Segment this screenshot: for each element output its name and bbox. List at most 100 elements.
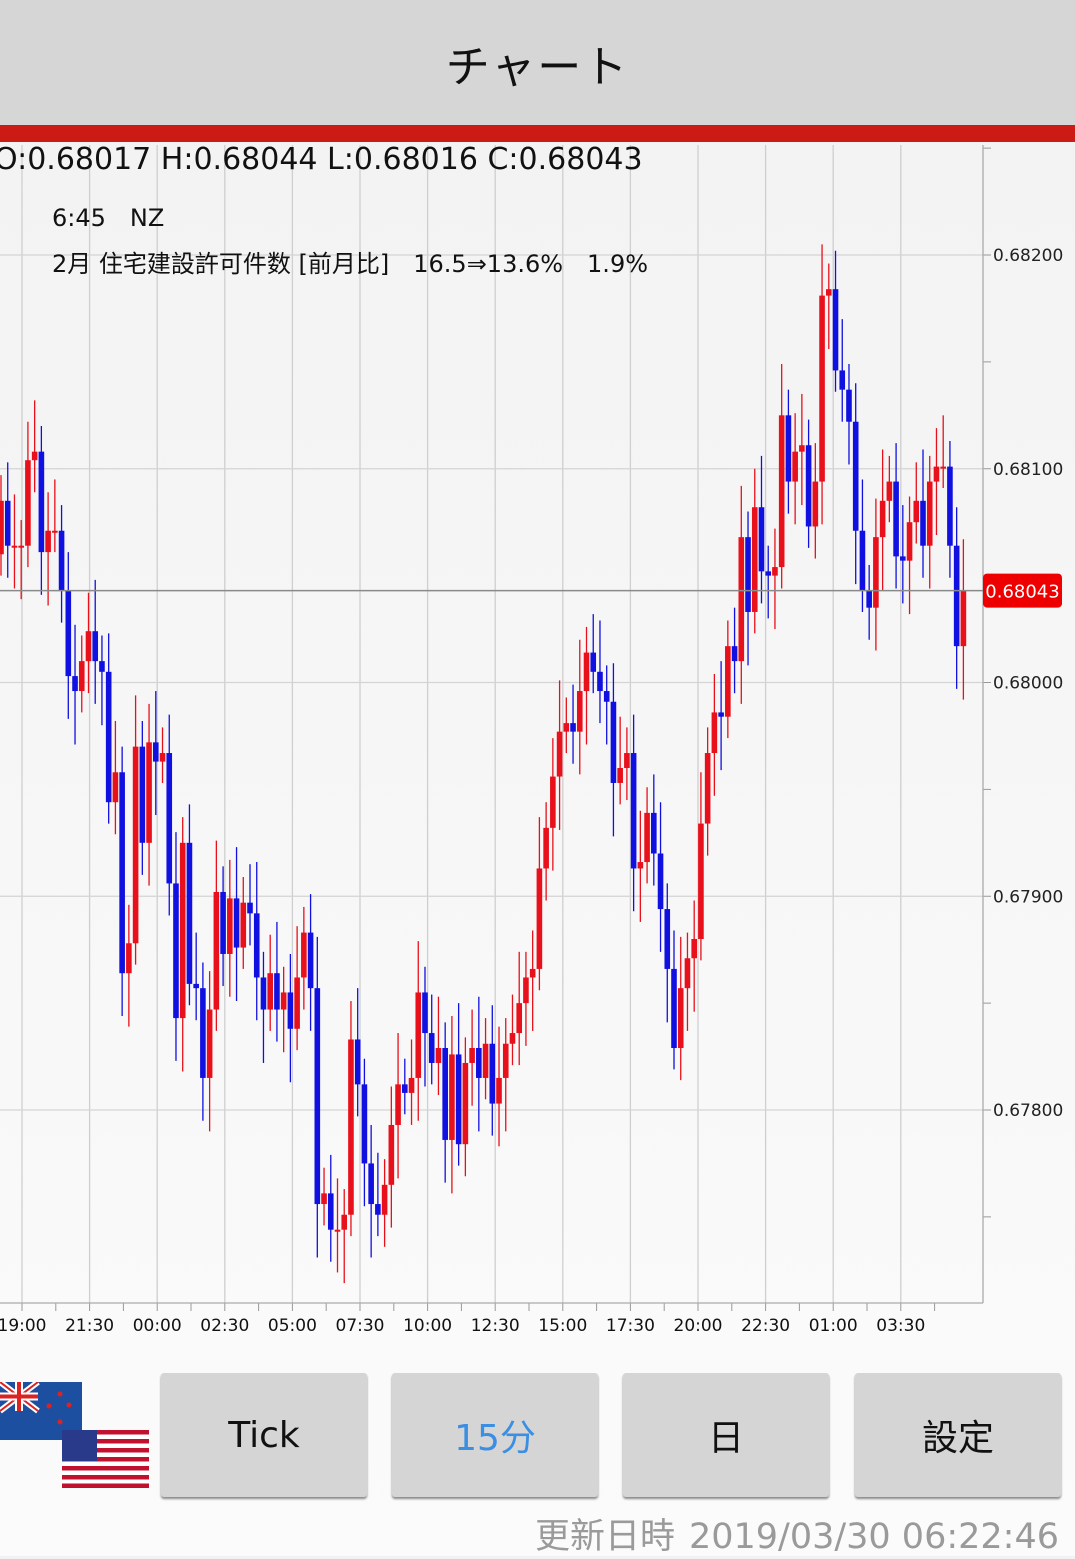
candle-body [4, 500, 11, 546]
candle-body [610, 701, 617, 783]
tick-button[interactable]: Tick [161, 1373, 367, 1497]
candle-body [314, 988, 321, 1205]
candle-body [603, 691, 610, 702]
currency-pair-flags[interactable] [0, 1382, 150, 1488]
candle-body [449, 1054, 455, 1140]
settings-button[interactable]: 設定 [855, 1373, 1061, 1497]
candle [785, 389, 792, 514]
candle [570, 684, 576, 764]
candle-body [200, 988, 206, 1078]
ohlc-readout: O:0.68017 H:0.68044 L:0.68016 C:0.68043 [0, 142, 643, 177]
candle-body [388, 1124, 395, 1185]
candle [947, 440, 953, 578]
candle [381, 1159, 388, 1247]
candle-body [751, 507, 758, 612]
candle-body [624, 753, 630, 768]
y-tick-label: 0.68100 [993, 460, 1063, 480]
candle-body [334, 1229, 341, 1232]
candle [375, 1152, 381, 1237]
candle-body [940, 466, 946, 469]
daily-button-label: 日 [707, 1418, 744, 1459]
candle [227, 859, 233, 997]
candle [361, 1058, 368, 1207]
candle-body [644, 812, 650, 863]
candle-body [664, 909, 671, 969]
candle-body [435, 1048, 442, 1063]
candle-body [913, 500, 920, 523]
candle [550, 738, 556, 871]
candle [267, 934, 273, 1031]
y-tick-label: 0.68200 [993, 246, 1063, 266]
candle [799, 393, 805, 506]
candle [879, 449, 886, 591]
candle [886, 455, 893, 523]
settings-button-label: 設定 [921, 1418, 994, 1459]
candle [307, 894, 314, 1031]
candle-body [597, 671, 603, 692]
candle [913, 462, 920, 544]
candle-body [778, 415, 785, 568]
candle-body [173, 883, 179, 1019]
candle [455, 1003, 462, 1166]
candlestick-chart[interactable]: 19:00 21:30 00:00 02:30 05:00 07:30 10:00 12:30… [0, 142, 1075, 1352]
candle [327, 1154, 334, 1262]
candle-body [570, 723, 576, 732]
candle [805, 419, 812, 548]
candle [65, 552, 72, 719]
candle-body [886, 481, 893, 501]
candle-body [247, 902, 253, 914]
15min-button[interactable]: 15分 [392, 1373, 598, 1497]
candle [496, 1026, 502, 1147]
candle [395, 1033, 401, 1179]
candle [765, 545, 772, 619]
candle-body [630, 753, 637, 869]
candle [206, 971, 213, 1132]
tick-button-label: Tick [228, 1414, 300, 1456]
candle-body [415, 992, 422, 1078]
candle-body [677, 988, 684, 1049]
candle [812, 443, 819, 559]
candle [11, 494, 18, 589]
candle-body [126, 943, 132, 974]
candle [126, 904, 132, 1027]
candle [18, 520, 24, 600]
candle-body [691, 939, 697, 959]
candle-body [327, 1193, 334, 1230]
candle [576, 639, 583, 775]
candle-body [442, 1048, 448, 1140]
candle [523, 951, 529, 1046]
candle [422, 966, 428, 1087]
candle [583, 626, 590, 745]
candle [637, 810, 644, 922]
updated-label: 更新日時 [534, 1517, 675, 1557]
x-tick-label: 12:30 [471, 1316, 520, 1336]
y-tick-label: 0.67800 [993, 1101, 1063, 1121]
y-tick-label: 0.67900 [993, 887, 1063, 907]
candle [92, 579, 99, 704]
candle-body [576, 691, 583, 732]
candle-body [590, 652, 597, 672]
candle [556, 680, 563, 830]
candle [99, 635, 105, 726]
candle-body [260, 977, 267, 1010]
candle [368, 1124, 374, 1258]
candle-body [213, 891, 220, 1010]
candle-body [852, 421, 859, 531]
candle-body [422, 992, 428, 1034]
candle [953, 507, 960, 689]
candle-body [132, 746, 139, 944]
candle [388, 1086, 395, 1228]
candle [610, 663, 617, 837]
candle [428, 994, 435, 1085]
daily-button[interactable]: 日 [623, 1373, 829, 1497]
candle [449, 1015, 455, 1194]
candle-body [99, 661, 105, 672]
candle [482, 1018, 489, 1100]
candle-body [381, 1184, 388, 1215]
candle-body [516, 1003, 523, 1034]
candle [220, 866, 226, 987]
candle-body [361, 1084, 368, 1164]
x-tick-label: 05:00 [268, 1316, 317, 1336]
candle-body [152, 742, 159, 762]
candle [85, 592, 92, 694]
